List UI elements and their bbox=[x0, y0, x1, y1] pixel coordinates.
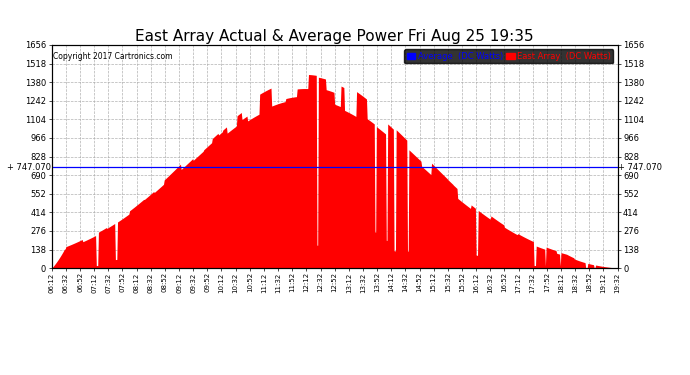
Legend: Average  (DC Watts), East Array  (DC Watts): Average (DC Watts), East Array (DC Watts… bbox=[404, 49, 613, 63]
Text: + 747.070: + 747.070 bbox=[7, 163, 51, 172]
Title: East Array Actual & Average Power Fri Aug 25 19:35: East Array Actual & Average Power Fri Au… bbox=[135, 29, 534, 44]
Text: + 747.070: + 747.070 bbox=[618, 163, 662, 172]
Text: Copyright 2017 Cartronics.com: Copyright 2017 Cartronics.com bbox=[53, 52, 172, 61]
